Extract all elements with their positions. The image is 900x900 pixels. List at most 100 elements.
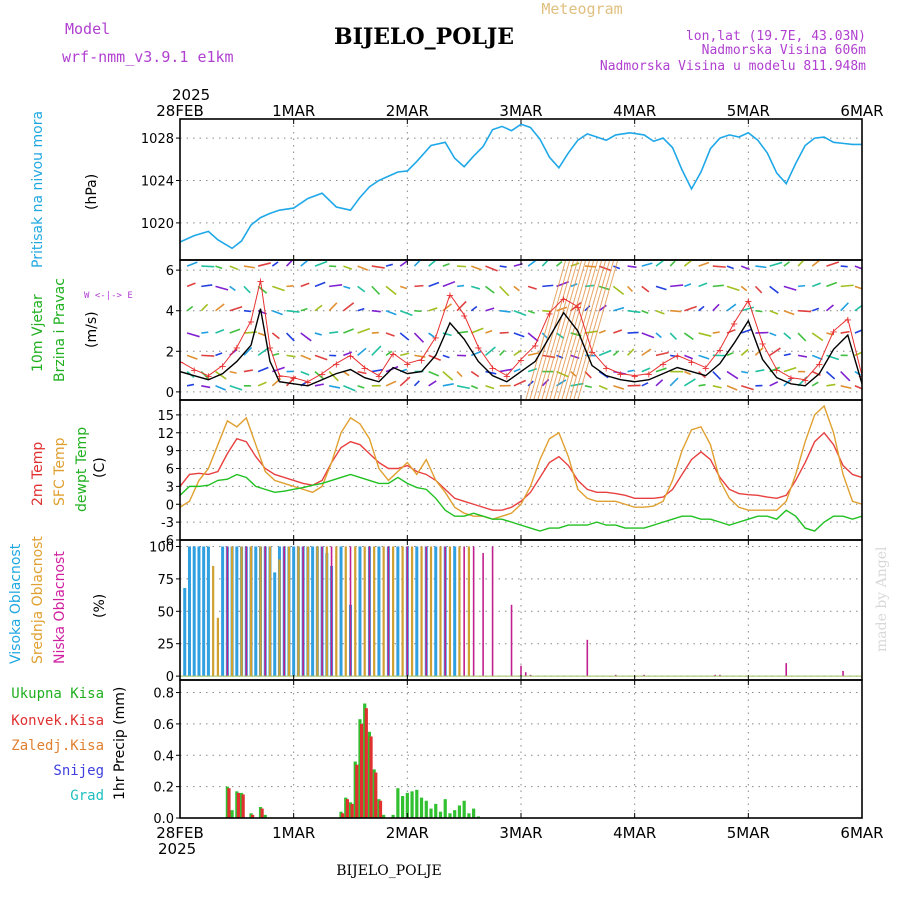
model-label: Model [65, 20, 110, 38]
plot-area [180, 123, 862, 250]
wind-arrow [669, 377, 679, 387]
wind-arrow [485, 385, 495, 390]
wind-arrow [712, 385, 722, 389]
wind-gust-marker: + [787, 374, 795, 385]
wind-arrow [385, 309, 397, 316]
wind-arrow [854, 285, 862, 290]
wind-gust-marker: + [730, 319, 738, 330]
wind-arrow [541, 260, 550, 267]
y-tick-label: 25 [157, 638, 174, 653]
wind-arrow [513, 285, 520, 292]
wind-arrow [329, 385, 341, 389]
cloud-high-bar [254, 546, 258, 677]
wind-arrow [584, 330, 598, 334]
wind-arrow [598, 349, 612, 357]
bottom-time-label: 4MAR [613, 824, 656, 842]
wind-gust-marker: + [275, 372, 283, 383]
cloud-low-bar [529, 674, 532, 677]
wind-gust-marker: + [190, 366, 198, 377]
y-tick-label: 1028 [141, 132, 174, 147]
wind-gust-marker: + [204, 372, 212, 383]
bottom-time-label: 28FEB [156, 824, 203, 842]
cloud-low-bar [368, 546, 371, 677]
wind-arrow [357, 370, 367, 375]
wind-arrow [385, 380, 397, 387]
y-tick-label: 50 [157, 605, 174, 620]
cloud-low-bar [586, 639, 589, 677]
wind-arrow [627, 369, 635, 373]
y-tick-label: 0 [166, 670, 174, 685]
wind-arrow [698, 282, 708, 288]
cloud-high-bar [235, 546, 239, 677]
wind-arrow [811, 354, 823, 361]
total-rain-bar [415, 789, 419, 818]
top-time-label: 3MAR [499, 102, 542, 120]
wind-arrow [442, 354, 450, 359]
wind-arrow [456, 284, 465, 288]
wind-arrow [414, 284, 424, 288]
hatch-line [549, 260, 591, 400]
wind-arrow [683, 260, 692, 267]
convective-rain-bar [350, 803, 354, 818]
dewpoint-line [180, 473, 862, 532]
cloud-mid-bar [373, 546, 376, 677]
wind-arrow [442, 280, 456, 288]
wind-arrow [470, 350, 482, 357]
chart-title: BIJELO_POLJE [334, 24, 514, 50]
wind-title-2: Brzina i Pravac [52, 278, 68, 382]
wind-arrow [669, 332, 678, 341]
wind-arrow [741, 306, 754, 312]
precip-panel: 0.0 0.2 0.4 0.6 0.8 [153, 679, 863, 827]
wind-arrow [300, 354, 312, 361]
y-tick-label: 12 [157, 427, 174, 442]
wind-arrow [840, 330, 850, 334]
wind-gust-marker: + [716, 345, 724, 356]
wind-arrow [201, 265, 215, 268]
wind-arrow [527, 368, 537, 373]
wind-arrow [755, 265, 767, 269]
temp-unit: (C) [92, 457, 108, 478]
wind-gust-marker: + [844, 315, 852, 326]
wind-arrow [457, 265, 467, 268]
wind-arrow [201, 331, 209, 334]
cloud-low-bar [226, 546, 229, 677]
wind-arrow [613, 329, 623, 334]
wind-gust-marker: + [346, 351, 354, 362]
wind-gust-marker: + [256, 276, 264, 287]
cloud-low-bar [785, 663, 788, 677]
cloud-low-bar [406, 546, 409, 677]
wind-arrow [698, 354, 710, 360]
wind-arrow [684, 370, 692, 376]
wind-arrow [314, 304, 323, 312]
wind-arrow [186, 354, 198, 360]
convective-rain-bar [260, 808, 264, 818]
wind-arrow [428, 260, 438, 267]
wind-arrow [527, 352, 539, 357]
wind-arrow [200, 303, 209, 312]
cloud-mid-bar [240, 546, 243, 677]
wind-gust-marker: + [559, 295, 567, 306]
wind-arrow [357, 347, 367, 356]
wind-arrow [825, 370, 836, 380]
cloud-mid-bar [458, 546, 461, 677]
wind-arrow [257, 381, 267, 387]
wind-arrow [613, 306, 625, 312]
y-tick-label: 1020 [141, 217, 174, 232]
y-tick-label: 0.4 [153, 749, 174, 764]
wind-arrow [541, 332, 548, 339]
wind-arrow [613, 385, 625, 390]
cloud-mid-bar [467, 546, 471, 677]
y-tick-label: 0 [166, 498, 174, 513]
y-tick-label: 0.2 [153, 781, 174, 796]
wind-arrow [470, 370, 480, 378]
wind-arrow [470, 305, 478, 312]
wind-arrow [371, 345, 382, 356]
wind-arrow [627, 331, 639, 334]
wind-arrow [215, 265, 223, 270]
convective-rain-bar [364, 708, 368, 818]
wind-arrow [669, 260, 676, 267]
temperature-panel: -6 -3 0 3 6 9 12 15 [157, 399, 863, 549]
cloud-low-bar [349, 546, 352, 677]
wind-arrow [527, 309, 535, 314]
legend-convective-rain: Konvek.Kisa [11, 713, 104, 729]
